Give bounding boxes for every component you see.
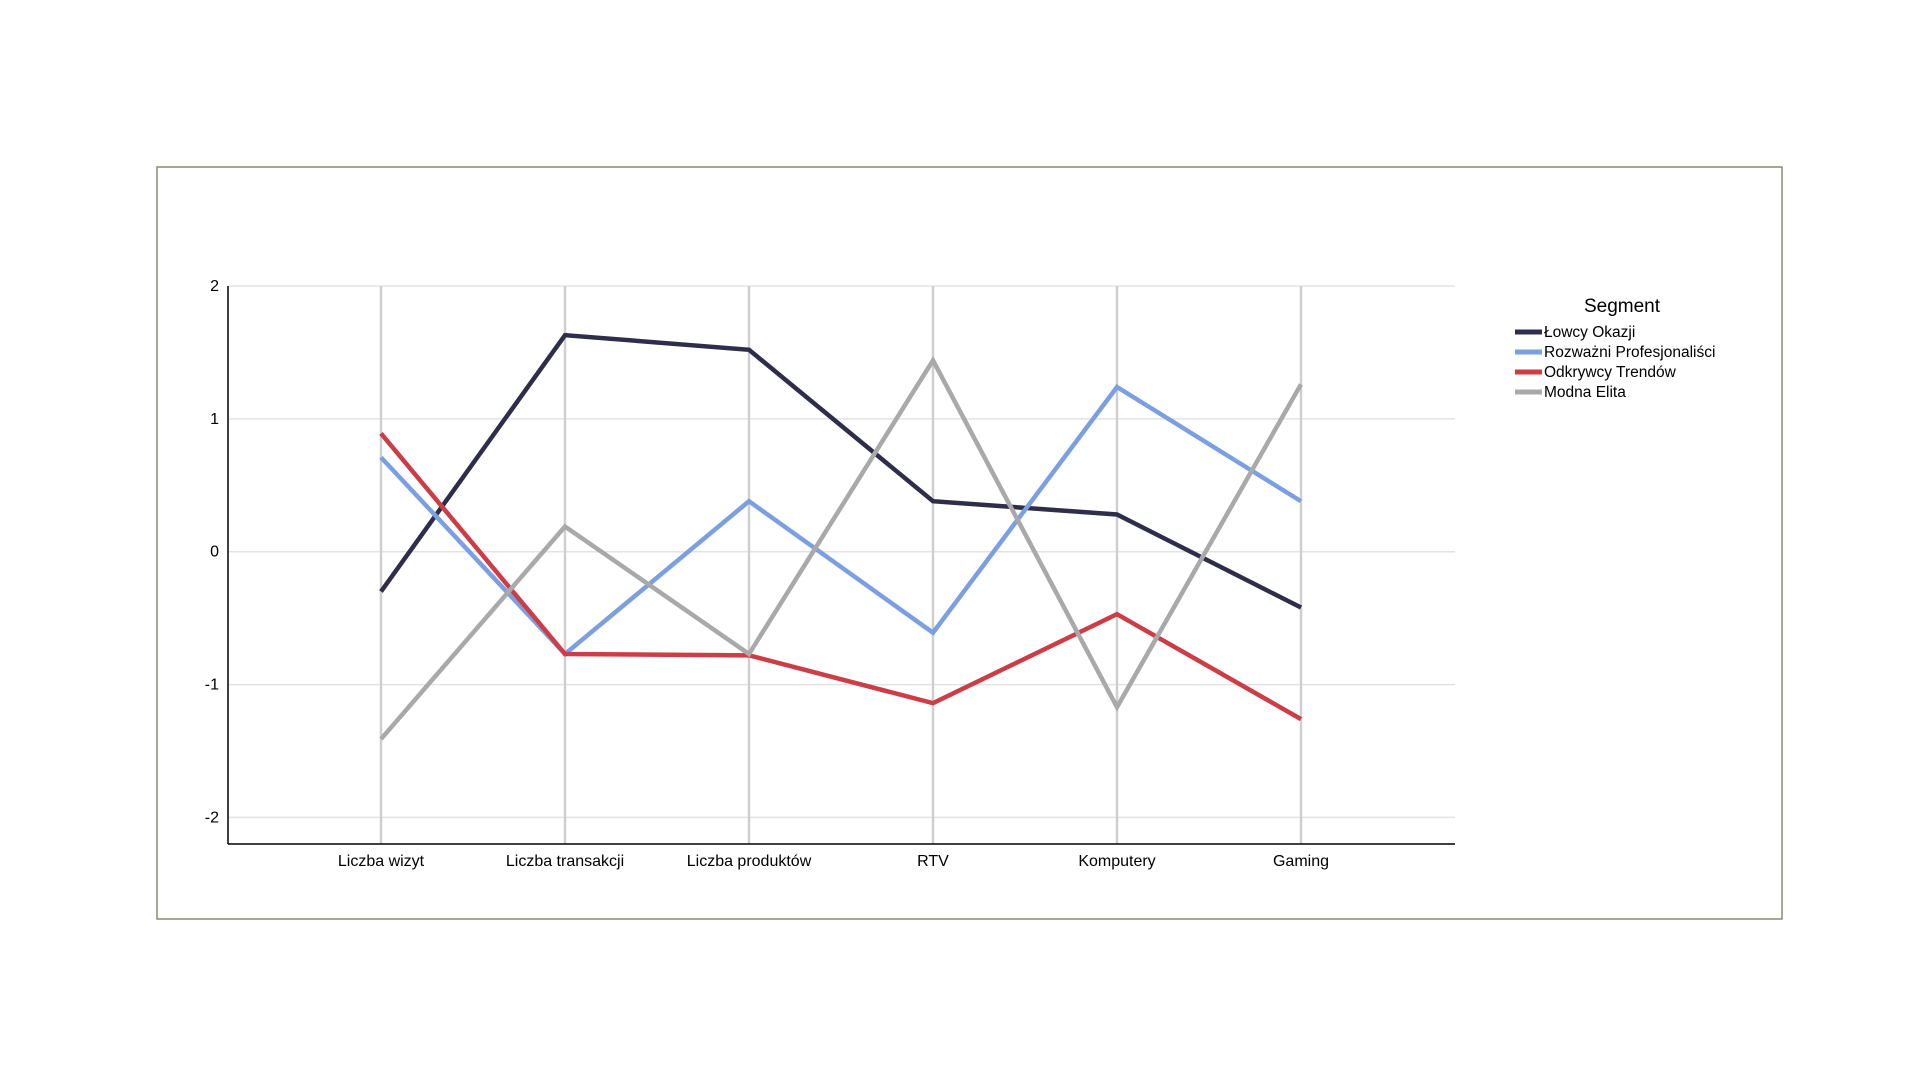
legend-label: Modna Elita: [1544, 384, 1626, 401]
series-lines: [379, 332, 1303, 741]
grid: [228, 285, 1455, 844]
x-tick-label: Komputery: [1078, 853, 1155, 870]
axes: 2 1 0 -1 -2 Liczba wizyt Liczba transakcji Licz…: [205, 278, 1455, 870]
legend-label: Odkrywcy Trendów: [1544, 364, 1677, 381]
y-tick-label: -1: [205, 677, 219, 694]
y-tick-label: 2: [210, 278, 219, 295]
x-tick-label: Liczba transakcji: [506, 853, 624, 870]
series-line: [379, 355, 1303, 741]
x-tick-label: Gaming: [1273, 853, 1329, 870]
series-line: [379, 383, 1303, 658]
x-tick-label: Liczba produktów: [687, 853, 812, 870]
series-line: [379, 432, 1303, 722]
legend: Segment Łowcy Okazji Rozważni Profesjonal…: [1515, 296, 1715, 401]
chart-frame: [156, 166, 1783, 920]
legend-title: Segment: [1584, 296, 1661, 317]
x-tick-label: Liczba wizyt: [338, 853, 425, 870]
legend-label: Rozważni Profesjonaliści: [1544, 344, 1715, 361]
y-tick-label: -2: [205, 809, 219, 826]
x-tick-label: RTV: [917, 853, 949, 870]
y-tick-label: 1: [210, 411, 219, 428]
legend-label: Łowcy Okazji: [1544, 324, 1635, 341]
y-tick-label: 0: [210, 544, 219, 561]
series-line: [379, 332, 1303, 610]
